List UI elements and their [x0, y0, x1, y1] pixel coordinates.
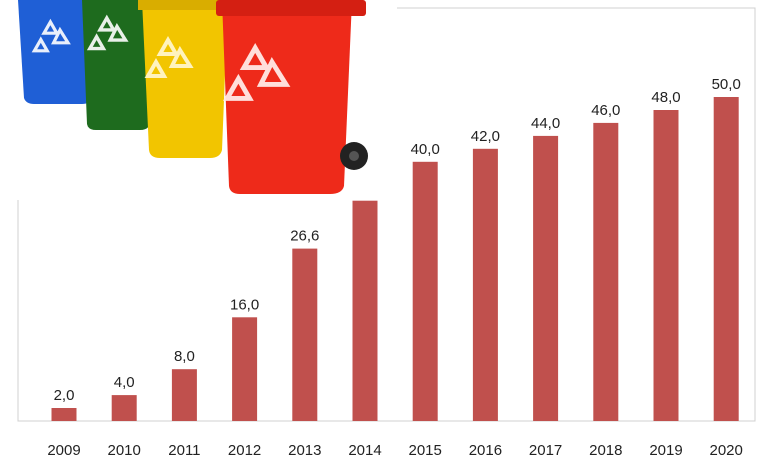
bar-2011: [171, 369, 197, 421]
recycle-icon: [222, 43, 291, 101]
data-label-2015: 40,0: [411, 141, 440, 158]
x-tick-2013: 2013: [288, 442, 321, 459]
x-tick-2014: 2014: [348, 442, 381, 459]
blue-recycling-bin: [18, 0, 100, 104]
x-tick-2019: 2019: [649, 442, 682, 459]
plot-border: [17, 7, 756, 422]
x-tick-2017: 2017: [529, 442, 562, 459]
data-label-2016: 42,0: [471, 128, 500, 145]
bar-series: [51, 97, 739, 422]
x-tick-2018: 2018: [589, 442, 622, 459]
bar-2019: [653, 110, 679, 421]
recycle-icon: [144, 35, 194, 78]
data-label-2017: 44,0: [531, 115, 560, 132]
bar-2017: [533, 135, 559, 421]
bar-2010: [111, 395, 137, 421]
bar-2016: [472, 148, 498, 422]
bar-2015: [412, 161, 438, 422]
x-tick-2020: 2020: [710, 442, 743, 459]
data-label-2012: 16,0: [230, 296, 259, 313]
recycle-icon: [86, 14, 129, 51]
bar-2014: [352, 200, 378, 421]
x-tick-2015: 2015: [409, 442, 442, 459]
data-label-2020: 50,0: [712, 76, 741, 93]
x-tick-2010: 2010: [108, 442, 141, 459]
bar-2012: [232, 317, 258, 421]
x-tick-2012: 2012: [228, 442, 261, 459]
data-label-2018: 46,0: [591, 102, 620, 119]
yellow-recycling-bin: [138, 0, 232, 158]
x-tick-2011: 2011: [168, 442, 200, 459]
data-label-2019: 48,0: [651, 89, 680, 106]
data-label-2009: 2,0: [54, 387, 75, 404]
data-label-2013: 26,6: [290, 228, 319, 245]
x-tick-2016: 2016: [469, 442, 502, 459]
data-label-2010: 4,0: [114, 374, 135, 391]
green-recycling-bin: [82, 0, 156, 130]
recycle-icon: [31, 18, 71, 53]
x-tick-2009: 2009: [47, 442, 80, 459]
bar-2018: [593, 122, 619, 422]
bar-value-labels: 2,0 4,0 8,0 16,0 26,6 40,0 42,0 44,0 46,0 48,0 50,…: [54, 76, 741, 404]
bar-2009: [51, 408, 77, 421]
chart-frame: [17, 7, 756, 422]
recycling-bins-image: [0, 0, 380, 200]
bar-2013: [292, 248, 318, 421]
bin-wheel-icon: [340, 142, 368, 170]
bar-2020: [713, 97, 739, 421]
data-label-2011: 8,0: [174, 348, 195, 365]
x-axis-tick-labels: 2009 2010 2011 2012 2013 2014 2015 2016 2017 2018…: [47, 442, 743, 459]
red-recycling-bin: [216, 0, 368, 194]
